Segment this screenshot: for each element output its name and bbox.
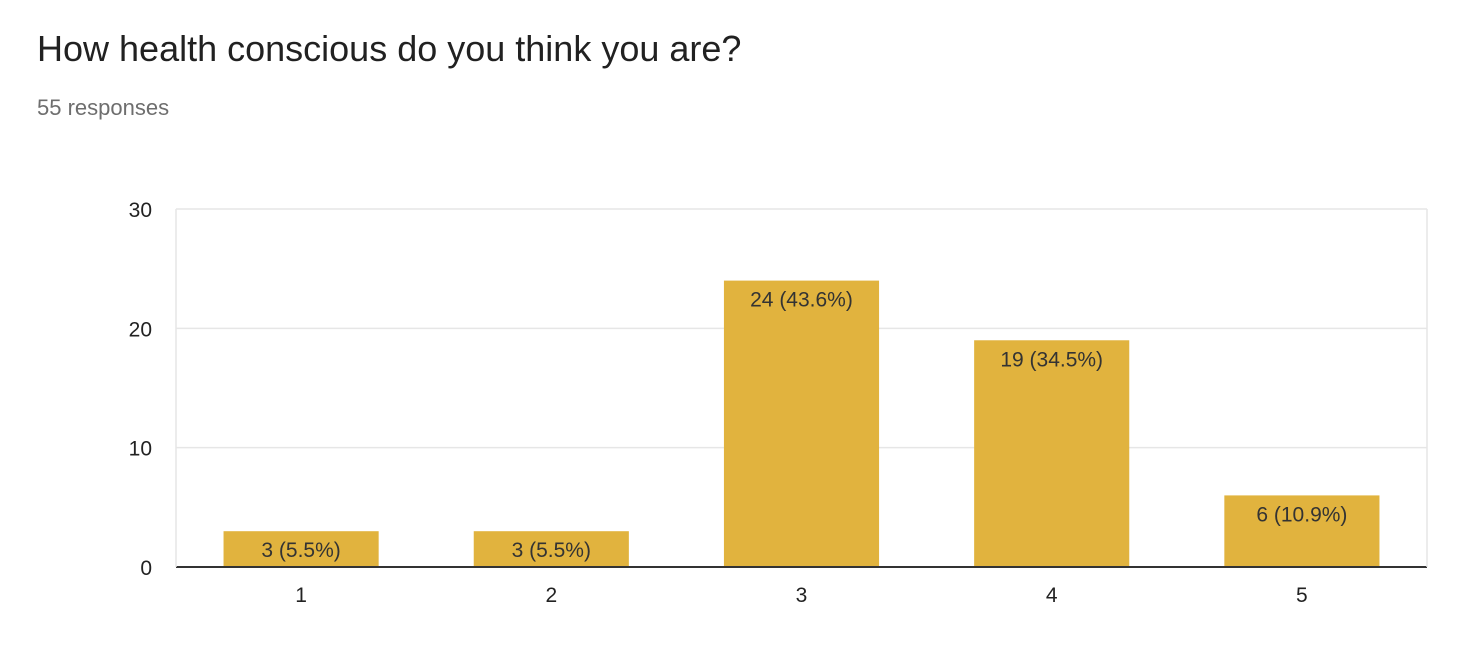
x-tick-label: 1 — [295, 584, 307, 607]
y-tick-label: 10 — [129, 438, 152, 461]
bar — [223, 531, 379, 567]
x-axis-ticks: 1 2 3 4 5 — [295, 584, 1307, 607]
y-tick-label: 20 — [129, 318, 152, 341]
y-tick-label: 30 — [129, 199, 152, 222]
bar — [974, 340, 1130, 567]
bar — [1224, 495, 1380, 567]
question-title: How health conscious do you think you ar… — [37, 28, 742, 69]
x-tick-label: 5 — [1296, 584, 1308, 607]
data-labels: 3 (5.5%) 3 (5.5%) 24 (43.6%) 19 (34.5%) 6 (1… — [261, 289, 1347, 563]
y-axis-ticks: 0 10 20 30 — [129, 199, 152, 580]
bar — [723, 280, 880, 567]
bar-data-label: 19 (34.5%) — [1000, 348, 1103, 371]
y-tick-label: 0 — [140, 557, 152, 580]
x-tick-label: 3 — [796, 584, 808, 607]
bar-data-label: 3 (5.5%) — [512, 539, 591, 562]
bar — [473, 531, 629, 567]
x-tick-label: 4 — [1046, 584, 1058, 607]
bar-data-label: 24 (43.6%) — [750, 289, 853, 312]
x-tick-label: 2 — [545, 584, 557, 607]
bar-data-label: 3 (5.5%) — [261, 539, 340, 562]
bars — [223, 280, 1380, 567]
bar-data-label: 6 (10.9%) — [1256, 503, 1347, 526]
response-count: 55 responses — [37, 95, 170, 120]
